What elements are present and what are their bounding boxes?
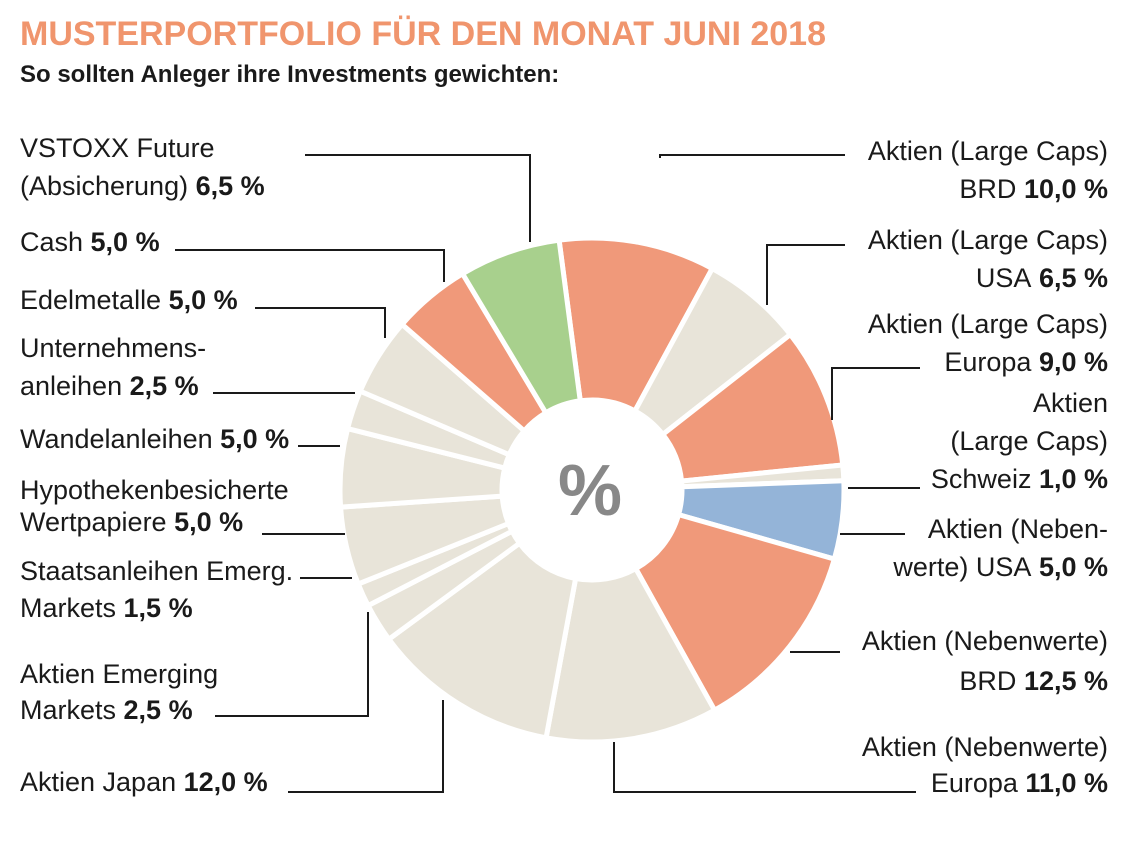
label-text-hypotheken: Wertpapiere xyxy=(20,507,167,537)
center-percent-label: % xyxy=(558,451,622,531)
label-text-aktien-large-brd: BRD xyxy=(959,174,1016,204)
label-aktien-neben-usa-line-1: Aktien (Neben- xyxy=(928,514,1108,544)
donut-slices xyxy=(337,235,847,745)
leader-aktien-japan xyxy=(288,700,444,793)
leader-vstoxx xyxy=(305,154,531,242)
label-vstoxx-line-1: VSTOXX Future xyxy=(20,133,215,163)
slice-aktien-japan xyxy=(385,539,579,741)
label-text-vstoxx: (Absicherung) xyxy=(20,171,188,201)
chart-title: MUSTERPORTFOLIO FÜR DEN MONAT JUNI 2018 xyxy=(20,15,826,53)
leader-aktien-large-europa xyxy=(831,367,920,420)
value-wandelanleihen: 5,0 % xyxy=(213,424,290,454)
label-text-aktien-large-usa: USA xyxy=(976,263,1032,293)
leader-aktien-emerging xyxy=(215,612,369,717)
label-text-aktien-large-brd: Aktien (Large Caps) xyxy=(868,136,1108,166)
label-edelmetalle-line-1: Edelmetalle 5,0 % xyxy=(20,285,238,315)
label-aktien-large-usa-line-1: Aktien (Large Caps) xyxy=(868,225,1108,255)
label-aktien-large-europa-line-1: Aktien (Large Caps) xyxy=(868,309,1108,339)
label-aktien-neben-usa-line-2: werte) USA 5,0 % xyxy=(892,552,1108,582)
chart-subtitle: So sollten Anleger ihre Investments gewi… xyxy=(20,61,559,88)
label-aktien-neben-europa-line-1: Aktien (Nebenwerte) xyxy=(862,732,1108,762)
label-aktien-japan-line-1: Aktien Japan 12,0 % xyxy=(20,767,268,797)
label-text-aktien-neben-usa: Aktien (Neben- xyxy=(928,514,1108,544)
value-unternehmensanleihen: 2,5 % xyxy=(122,371,199,401)
label-text-edelmetalle: Edelmetalle xyxy=(20,285,161,315)
label-text-unternehmensanleihen: anleihen xyxy=(20,371,122,401)
label-text-aktien-large-europa: Europa xyxy=(944,347,1032,377)
label-text-hypotheken: Hypothekenbesicherte xyxy=(20,475,289,505)
label-unternehmensanleihen-line-2: anleihen 2,5 % xyxy=(20,371,199,401)
label-aktien-neben-brd-line-1: Aktien (Nebenwerte) xyxy=(862,626,1108,656)
value-aktien-neben-usa: 5,0 % xyxy=(1031,552,1108,582)
label-aktien-large-usa-line-2: USA 6,5 % xyxy=(976,263,1108,293)
leader-aktien-large-usa xyxy=(766,244,845,305)
label-aktien-neben-brd-line-2: BRD 12,5 % xyxy=(959,666,1108,696)
value-staatsanleihen-emerg: 1,5 % xyxy=(116,593,193,623)
label-aktien-large-schweiz-line-3: Schweiz 1,0 % xyxy=(931,464,1108,494)
leader-lines xyxy=(175,154,920,793)
label-aktien-large-schweiz-line-1: Aktien xyxy=(1033,388,1108,418)
label-unternehmensanleihen-line-1: Unternehmens- xyxy=(20,333,206,363)
label-text-aktien-large-schweiz: Schweiz xyxy=(931,464,1032,494)
value-aktien-large-usa: 6,5 % xyxy=(1031,263,1108,293)
label-aktien-large-brd-line-1: Aktien (Large Caps) xyxy=(868,136,1108,166)
label-text-aktien-large-usa: Aktien (Large Caps) xyxy=(868,225,1108,255)
label-text-aktien-neben-brd: Aktien (Nebenwerte) xyxy=(862,626,1108,656)
label-cash-line-1: Cash 5,0 % xyxy=(20,227,160,257)
label-staatsanleihen-emerg-line-1: Staatsanleihen Emerg. xyxy=(20,556,293,586)
label-wandelanleihen-line-1: Wandelanleihen 5,0 % xyxy=(20,424,289,454)
label-text-aktien-japan: Aktien Japan xyxy=(20,767,176,797)
leader-aktien-large-brd xyxy=(659,154,845,158)
label-aktien-large-europa-line-2: Europa 9,0 % xyxy=(944,347,1108,377)
label-text-aktien-large-schweiz: Aktien xyxy=(1033,388,1108,418)
label-aktien-neben-europa-line-2: Europa 11,0 % xyxy=(931,768,1108,798)
value-hypotheken: 5,0 % xyxy=(167,507,244,537)
value-aktien-japan: 12,0 % xyxy=(176,767,268,797)
leader-aktien-neben-europa xyxy=(613,742,916,793)
value-cash: 5,0 % xyxy=(83,227,160,257)
label-text-aktien-neben-usa: werte) USA xyxy=(892,552,1031,582)
label-text-staatsanleihen-emerg: Staatsanleihen Emerg. xyxy=(20,556,293,586)
label-text-aktien-neben-europa: Europa xyxy=(931,768,1019,798)
label-text-aktien-neben-europa: Aktien (Nebenwerte) xyxy=(862,732,1108,762)
value-edelmetalle: 5,0 % xyxy=(161,285,238,315)
label-text-cash: Cash xyxy=(20,227,83,257)
label-staatsanleihen-emerg-line-2: Markets 1,5 % xyxy=(20,593,193,623)
label-text-vstoxx: VSTOXX Future xyxy=(20,133,215,163)
label-text-staatsanleihen-emerg: Markets xyxy=(20,593,116,623)
value-aktien-large-schweiz: 1,0 % xyxy=(1031,464,1108,494)
slice-labels: Aktien (Large Caps) BRD 10,0 % Aktien (Lar… xyxy=(20,133,1108,798)
value-aktien-large-europa: 9,0 % xyxy=(1031,347,1108,377)
label-aktien-emerging-line-2: Markets 2,5 % xyxy=(20,695,193,725)
label-hypotheken-line-1: Hypothekenbesicherte xyxy=(20,475,289,505)
label-text-aktien-emerging: Aktien Emerging xyxy=(20,659,218,689)
label-text-aktien-large-schweiz: (Large Caps) xyxy=(950,426,1108,456)
label-aktien-large-brd-line-2: BRD 10,0 % xyxy=(959,174,1108,204)
value-aktien-emerging: 2,5 % xyxy=(116,695,193,725)
value-aktien-neben-brd: 12,5 % xyxy=(1016,666,1108,696)
label-hypotheken-line-2: Wertpapiere 5,0 % xyxy=(20,507,243,537)
label-text-aktien-large-europa: Aktien (Large Caps) xyxy=(868,309,1108,339)
label-text-wandelanleihen: Wandelanleihen xyxy=(20,424,213,454)
label-text-aktien-emerging: Markets xyxy=(20,695,116,725)
label-text-unternehmensanleihen: Unternehmens- xyxy=(20,333,206,363)
value-vstoxx: 6,5 % xyxy=(188,171,265,201)
label-vstoxx-line-2: (Absicherung) 6,5 % xyxy=(20,171,265,201)
value-aktien-large-brd: 10,0 % xyxy=(1016,174,1108,204)
label-aktien-large-schweiz-line-2: (Large Caps) xyxy=(950,426,1108,456)
donut-hole xyxy=(502,400,682,580)
label-aktien-emerging-line-1: Aktien Emerging xyxy=(20,659,218,689)
leader-edelmetalle xyxy=(255,307,386,338)
label-text-aktien-neben-brd: BRD xyxy=(959,666,1016,696)
value-aktien-neben-europa: 11,0 % xyxy=(1018,768,1108,798)
leader-cash xyxy=(175,249,445,282)
slice-aktien-neben-brd xyxy=(632,511,838,714)
